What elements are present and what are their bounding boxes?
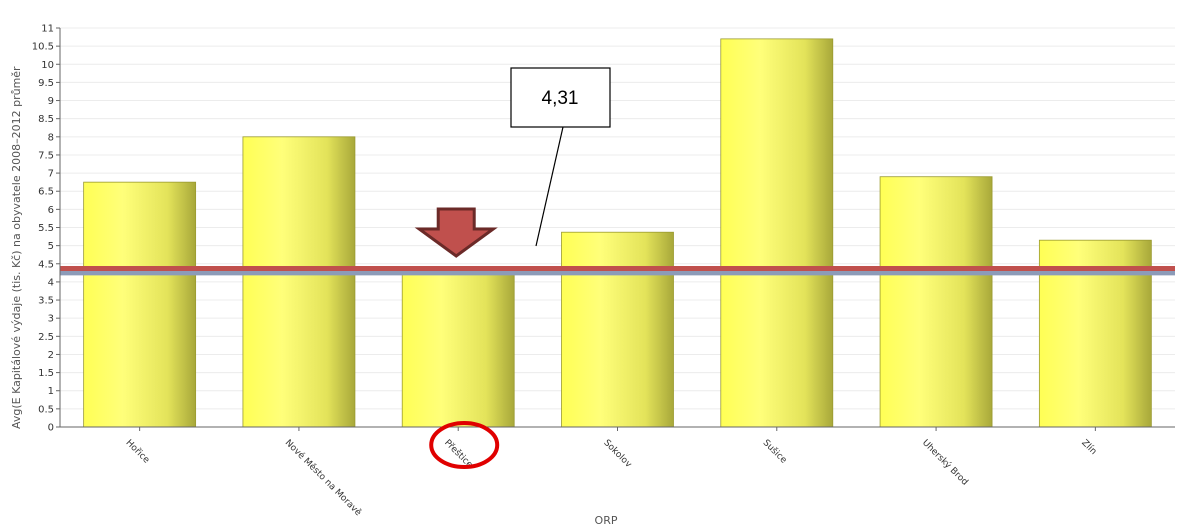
bar — [720, 38, 834, 428]
x-tick-label: Nové Město na Moravě — [283, 437, 364, 518]
y-tick-label: 6.5 — [38, 187, 54, 198]
y-tick-label: 11 — [41, 24, 54, 35]
y-tick-label: 7.5 — [38, 150, 54, 161]
y-tick-label: 5 — [48, 241, 54, 252]
bar — [242, 136, 356, 428]
callout-value: 4,31 — [542, 88, 579, 109]
bar — [879, 176, 993, 428]
annotation: 4,31 — [414, 67, 611, 469]
y-tick-label: 2 — [48, 350, 54, 361]
reference-lines — [60, 265, 1175, 276]
x-tick-label: Hořice — [124, 438, 152, 466]
bar — [561, 231, 674, 428]
bars — [83, 38, 1152, 428]
y-tick-label: 3 — [48, 314, 54, 325]
y-tick-label: 0.5 — [38, 404, 54, 415]
y-tick-label: 4 — [48, 277, 54, 288]
y-tick-label: 9.5 — [38, 78, 54, 89]
y-axis-title: Avg(E Kapitálové výdaje (tis. Kč) na oby… — [10, 66, 23, 429]
y-tick-label: 4.5 — [38, 259, 54, 270]
y-tick-label: 5.5 — [38, 223, 54, 234]
x-tick-label: Sokolov — [601, 438, 633, 470]
y-tick-label: 3.5 — [38, 296, 54, 307]
y-tick-label: 1.5 — [38, 368, 54, 379]
y-axis: 0 0.5 1 1.5 2 2.5 3 3.5 4 4.5 5 5.5 6 6.5 7 7.5 8 8.5 9 9.5… — [32, 24, 61, 434]
x-axis-title: ORP — [595, 514, 618, 527]
y-tick-label: 1 — [48, 386, 54, 397]
bar — [83, 181, 197, 428]
y-tick-label: 8 — [48, 132, 54, 143]
callout-leader-line — [535, 126, 564, 247]
y-tick-label: 2.5 — [38, 332, 54, 343]
x-tick-label: Sušice — [761, 437, 790, 466]
y-tick-label: 6 — [48, 205, 54, 216]
y-tick-label: 7 — [48, 169, 54, 180]
x-axis: Hořice Nové Město na Moravě Přeštice Sokolo… — [60, 426, 1175, 518]
y-tick-label: 8.5 — [38, 114, 54, 125]
y-tick-label: 10.5 — [32, 42, 54, 53]
down-arrow-icon — [414, 207, 498, 258]
y-tick-label: 9 — [48, 96, 54, 107]
y-tick-label: 10 — [41, 60, 54, 71]
callout-box — [510, 67, 611, 128]
x-tick-label: Uherský Brod — [920, 438, 970, 488]
bar — [401, 270, 515, 428]
highlight-circle — [429, 421, 500, 469]
x-tick-label: Zlín — [1079, 438, 1098, 457]
y-tick-label: 0 — [48, 423, 54, 434]
